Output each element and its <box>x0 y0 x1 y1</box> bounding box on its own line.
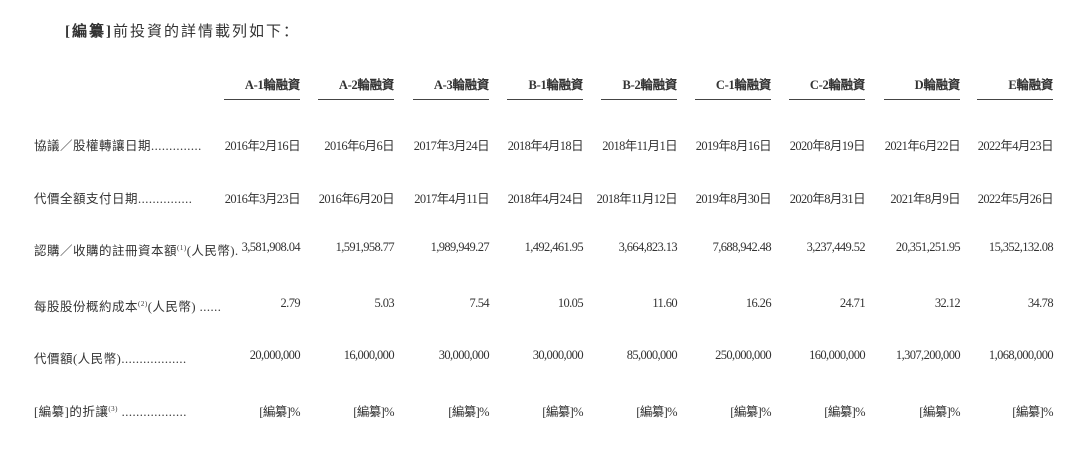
table-cell: 2018年4月18日 <box>507 139 584 153</box>
table-cell: 1,989,949.27 <box>430 240 490 254</box>
table-cell: 2019年8月16日 <box>695 139 772 153</box>
table-row: 每股股份概約成本(2)(人民幣) ...... 2.79 5.03 7.54 10.05… <box>0 296 1080 316</box>
table-cell: 1,307,200,000 <box>895 348 961 362</box>
row-label: 協議／股權轉讓日期.............. <box>34 135 202 154</box>
table-cell: 1,591,958.77 <box>335 240 395 254</box>
column-header: C-1輪融資 <box>695 74 771 100</box>
table-row: [編纂]的折讓(3) .................. [編纂]% [編纂]% [… <box>0 401 1080 421</box>
table-cell: 1,492,461.95 <box>524 240 584 254</box>
column-header: E輪融資 <box>977 74 1053 100</box>
column-header: D輪融資 <box>884 74 960 100</box>
column-header: B-1輪融資 <box>507 74 583 100</box>
table-cell: 3,581,908.04 <box>241 240 301 254</box>
table-row: 協議／股權轉讓日期.............. 2016年2月16日 2016年6月… <box>0 135 1080 155</box>
table-cell: 20,000,000 <box>249 348 301 362</box>
table-cell: 2.79 <box>280 296 301 310</box>
row-label-text: 代價全額支付日期............... <box>34 192 193 206</box>
table-cell: 30,000,000 <box>532 348 584 362</box>
footnote-marker: (2) <box>138 299 148 308</box>
table-cell: 2016年2月16日 <box>224 139 301 153</box>
table-cell: 20,351,251.95 <box>895 240 961 254</box>
table-cell: 2016年6月6日 <box>324 139 394 153</box>
table-cell: 3,664,823.13 <box>618 240 678 254</box>
table-cell: 24.71 <box>839 296 866 310</box>
redacted-marker: [編纂] <box>65 24 113 40</box>
table-cell: 30,000,000 <box>438 348 490 362</box>
table-cell: 7,688,942.48 <box>712 240 772 254</box>
footnote-marker: (3) <box>108 404 118 413</box>
table-cell: [編纂]% <box>353 405 394 419</box>
table-cell: 2021年8月9日 <box>890 192 960 206</box>
table-cell: [編纂]% <box>448 405 489 419</box>
table-cell: 16.26 <box>745 296 772 310</box>
table-cell: 2016年6月20日 <box>318 192 395 206</box>
table-cell: 2017年3月24日 <box>413 139 490 153</box>
table-cell: [編纂]% <box>824 405 865 419</box>
table-cell: 2018年4月24日 <box>507 192 584 206</box>
row-label: 代價額(人民幣).................. <box>34 348 187 367</box>
row-label-text: 代價額(人民幣).................. <box>34 352 187 366</box>
table-cell: 2022年5月26日 <box>977 192 1054 206</box>
table-cell: 7.54 <box>469 296 490 310</box>
table-cell: 2017年4月11日 <box>414 192 489 206</box>
table-cell: 32.12 <box>934 296 961 310</box>
column-header: A-1輪融資 <box>224 74 300 100</box>
column-header: A-2輪融資 <box>318 74 394 100</box>
row-label-suffix: (人民幣) ...... <box>147 300 222 314</box>
row-label: 認購／收購的註冊資本額(1)(人民幣). <box>34 240 239 259</box>
table-row: 認購／收購的註冊資本額(1)(人民幣). 3,581,908.04 1,591,95… <box>0 240 1080 260</box>
table-cell: 2018年11月1日 <box>602 139 677 153</box>
row-label-text: [編纂]的折讓 <box>34 405 109 419</box>
row-label-text: 協議／股權轉讓日期.............. <box>34 139 202 153</box>
table-cell: [編纂]% <box>542 405 583 419</box>
table-cell: 2022年4月23日 <box>977 139 1054 153</box>
table-cell: 160,000,000 <box>809 348 866 362</box>
table-cell: 2019年8月30日 <box>695 192 772 206</box>
table-cell: 250,000,000 <box>715 348 772 362</box>
row-label: 代價全額支付日期............... <box>34 188 192 207</box>
column-header: A-3輪融資 <box>413 74 489 100</box>
heading-text: 前投資的詳情載列如下： <box>113 24 301 40</box>
column-header: C-2輪融資 <box>789 74 865 100</box>
row-label-text: 認購／收購的註冊資本額 <box>34 244 178 258</box>
table-cell: 2018年11月12日 <box>596 192 678 206</box>
row-label-suffix: (人民幣). <box>186 244 239 258</box>
row-label-suffix: .................. <box>118 405 187 419</box>
table-cell: [編纂]% <box>919 405 960 419</box>
table-cell: 15,352,132.08 <box>988 240 1054 254</box>
section-heading: [編纂]前投資的詳情載列如下： <box>65 20 300 41</box>
table-cell: [編纂]% <box>636 405 677 419</box>
table-cell: 5.03 <box>374 296 395 310</box>
table-cell: 34.78 <box>1027 296 1054 310</box>
table-cell: [編纂]% <box>730 405 771 419</box>
row-label: [編纂]的折讓(3) .................. <box>34 401 187 420</box>
table-cell: 10.05 <box>557 296 584 310</box>
table-row: 代價全額支付日期............... 2016年3月23日 2016年6月… <box>0 188 1080 208</box>
table-cell: [編纂]% <box>259 405 300 419</box>
table-cell: [編纂]% <box>1012 405 1053 419</box>
column-header: B-2輪融資 <box>601 74 677 100</box>
table-cell: 2021年6月22日 <box>884 139 961 153</box>
table-cell: 2020年8月19日 <box>789 139 866 153</box>
row-label-text: 每股股份概約成本 <box>34 300 139 314</box>
table-cell: 16,000,000 <box>343 348 395 362</box>
footnote-marker: (1) <box>177 243 187 252</box>
table-cell: 2020年8月31日 <box>789 192 866 206</box>
table-cell: 85,000,000 <box>626 348 678 362</box>
row-label: 每股股份概約成本(2)(人民幣) ...... <box>34 296 221 315</box>
table-cell: 3,237,449.52 <box>806 240 866 254</box>
table-row: 代價額(人民幣).................. 20,000,000 16,0… <box>0 348 1080 368</box>
table-cell: 11.60 <box>652 296 677 310</box>
table-cell: 2016年3月23日 <box>224 192 301 206</box>
table-cell: 1,068,000,000 <box>988 348 1054 362</box>
